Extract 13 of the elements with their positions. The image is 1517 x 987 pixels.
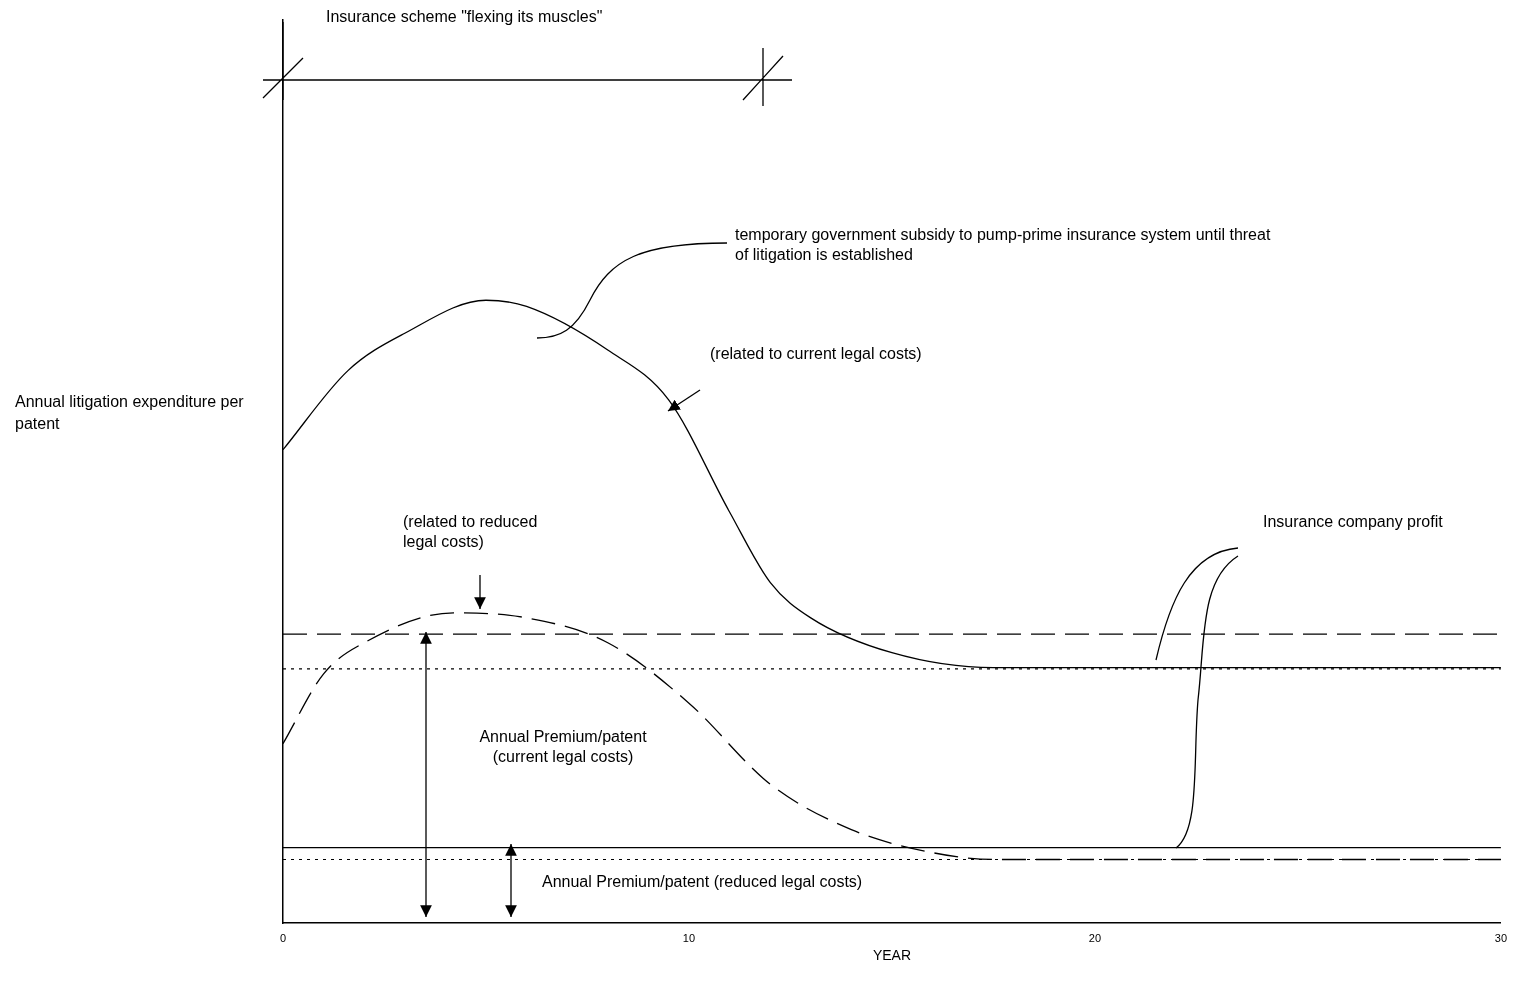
x-tick-label: 20 [1088,931,1102,944]
x-tick-label: 0 [279,931,287,944]
y-axis-title: Annual litigation expenditure per patent [15,393,245,433]
x-axis-title: YEAR [872,947,911,964]
annotation: (related to current legal costs) [710,345,922,363]
x-tick-label: 30 [1494,931,1508,944]
x-tick-label: 10 [682,931,696,944]
text: temporary government subsidy to pump-prime insurance system until threat of litigation is established [735,226,1271,264]
annotation: Annual Premium/patent (reduced legal costs) [542,873,863,891]
text: Insurance scheme "flexing its muscles" [326,8,603,26]
annotation: (related to reduced legal costs) [403,513,538,551]
annotation: Annual Premium/patent (current legal costs) [479,728,648,766]
annotation: Insurance company profit [1263,513,1444,531]
